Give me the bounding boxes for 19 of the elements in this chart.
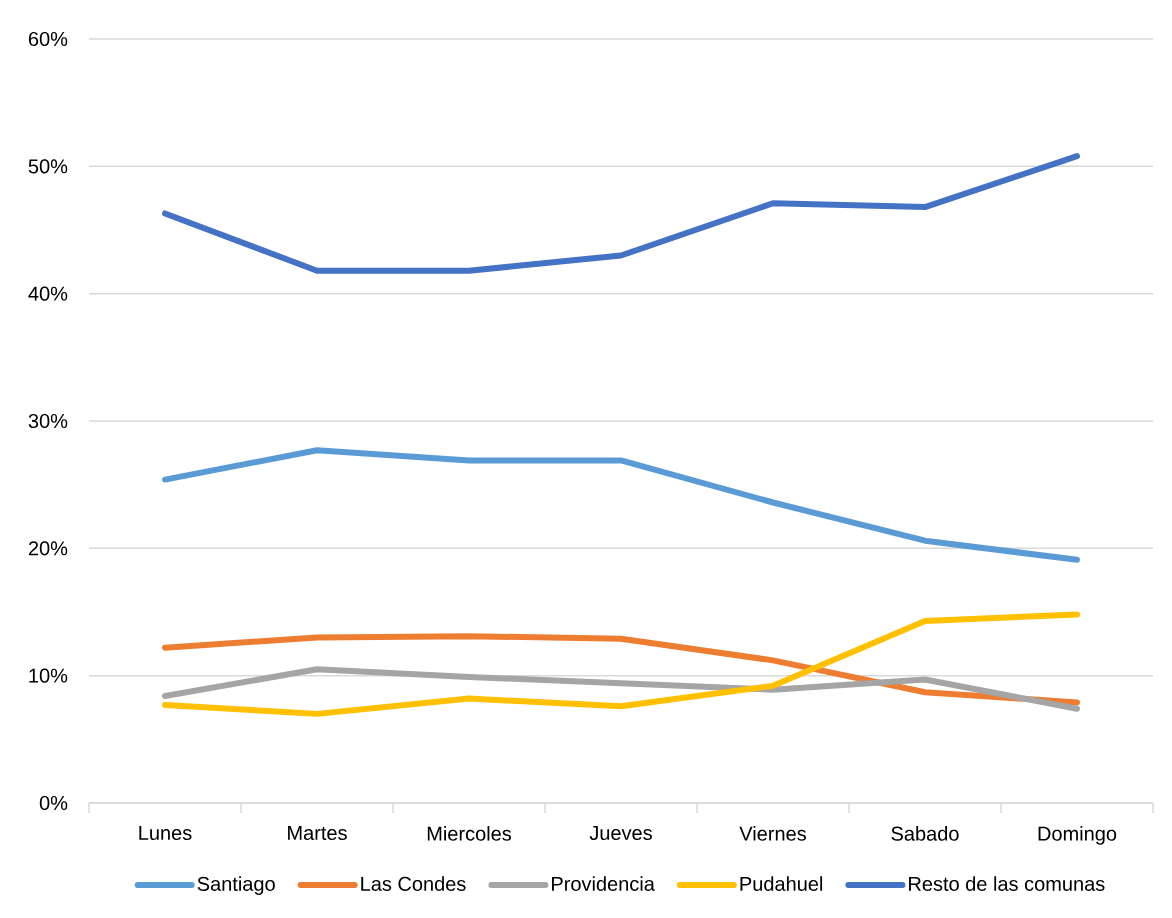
y-tick-label: 0% xyxy=(39,795,68,811)
x-tick-label: Miercoles xyxy=(427,826,512,841)
x-tick-label: Jueves xyxy=(589,826,652,841)
legend-label: Santiago xyxy=(197,876,275,895)
x-tick-label: Lunes xyxy=(139,826,192,841)
x-tick-label: Martes xyxy=(288,826,347,841)
y-tick-label: 30% xyxy=(28,413,68,429)
legend-label: Pudahuel xyxy=(740,876,823,891)
legend-label: Las Condes xyxy=(361,876,466,891)
y-tick-label: 20% xyxy=(28,541,68,556)
x-tick-label: Sabado xyxy=(891,826,959,841)
y-tick-label: 50% xyxy=(28,159,68,174)
y-tick-label: 60% xyxy=(28,31,68,47)
legend-label: Providencia xyxy=(552,876,655,891)
y-tick-label: 10% xyxy=(29,668,68,683)
legend-label: Resto de las comunas xyxy=(909,876,1105,891)
y-tick-label: 40% xyxy=(28,286,68,301)
x-tick-label: Domingo xyxy=(1038,826,1117,845)
x-tick-label: Viernes xyxy=(739,826,806,841)
